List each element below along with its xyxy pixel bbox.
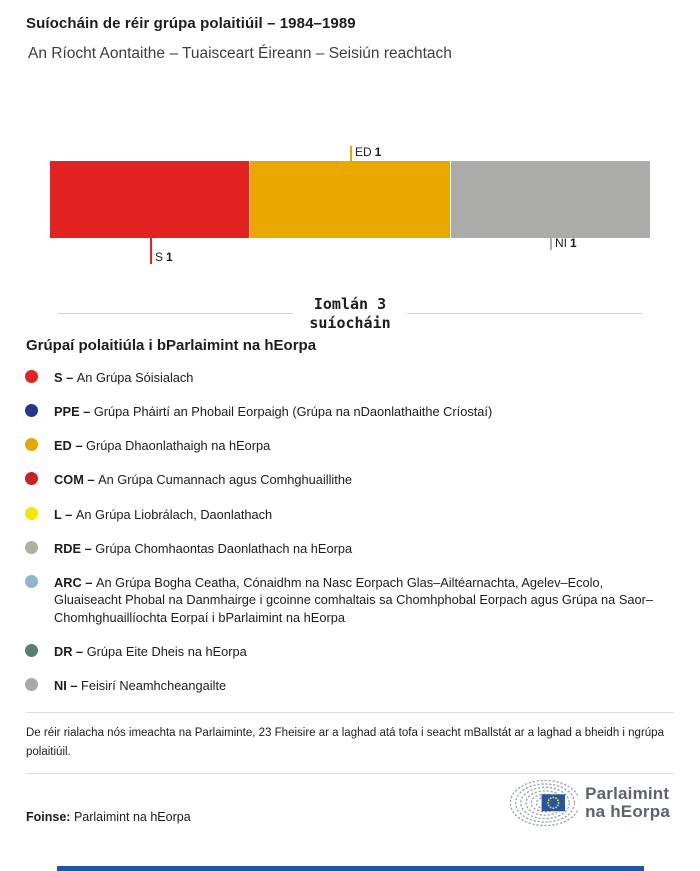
legend-dot-S: [25, 369, 38, 383]
legend-dot-L: [25, 506, 38, 520]
source-section: Foinse: Parlaimint na hEorpa: [26, 774, 674, 832]
callout-tick-ED: [350, 146, 352, 161]
legend-label-S: S – An Grúpa Sóisialach: [54, 369, 194, 385]
legend-heading: Grúpaí polaitiúla i bParlaimint na hEorp…: [26, 336, 317, 354]
total-divider-right: [406, 313, 642, 315]
legend-label-COM: COM – An Grúpa Cumannach agus Comhghuail…: [54, 472, 353, 488]
eu-stars: [547, 796, 560, 810]
european-parliament-logo: Parlaimint na hEorpa: [500, 777, 670, 829]
footnote: De réir rialacha nós imeachta na Parlaim…: [26, 727, 664, 758]
legend-item-COM: COM – An Grúpa Cumannach agus Comhghuail…: [25, 471, 674, 488]
source-line: Foinse: Parlaimint na hEorpa: [26, 810, 191, 824]
legend-item-NI: NI – Feisirí Neamhcheangailte: [25, 677, 674, 694]
legend-dot-PPE: [25, 403, 38, 417]
legend-dot-COM: [25, 472, 38, 486]
total-line2: suíocháin: [309, 313, 391, 332]
legend-label-ED: ED – Grúpa Dhaonlathaigh na hEorpa: [54, 438, 271, 454]
legend-item-S: S – An Grúpa Sóisialach: [25, 369, 674, 386]
bottom-accent-bar: [57, 866, 644, 871]
legend-label-NI: NI – Feisirí Neamhcheangailte: [54, 678, 227, 694]
hemicycle-icon: [509, 780, 579, 827]
source-label: Foinse:: [26, 810, 71, 825]
legend-label-ARC: ARC – An Grúpa Bogha Ceatha, Cónaidhm na…: [54, 575, 653, 625]
legend-dot-DR: [25, 643, 38, 657]
page-subtitle: An Ríocht Aontaithe – Tuaisceart Éireann…: [28, 45, 452, 62]
legend-dot-RDE: [25, 540, 38, 554]
legend-label-DR: DR – Grúpa Eite Dheis na hEorpa: [54, 643, 247, 659]
legend-item-PPE: PPE – Grúpa Pháirtí an Phobail Eorpaigh …: [25, 403, 674, 420]
callout-label-ED: ED 1: [355, 145, 382, 159]
total-seats-label: Iomlán 3 suíocháin: [309, 295, 390, 333]
legend-label-PPE: PPE – Grúpa Pháirtí an Phobail Eorpaigh …: [54, 403, 493, 419]
legend-list: S – An Grúpa Sóisialach PPE – Grúpa Pháir…: [25, 369, 674, 695]
chart-area: S 1 ED 1 NI 1: [0, 131, 700, 271]
legend-item-DR: DR – Grúpa Eite Dheis na hEorpa: [25, 643, 674, 660]
legend-item-RDE: RDE – Grúpa Chomhaontas Daonlathach na h…: [25, 540, 674, 557]
bar-segment-S[interactable]: [50, 161, 250, 238]
logo-line1: Parlaimint: [585, 783, 670, 803]
total-divider-left: [58, 313, 294, 315]
logo-wordmark: Parlaimint na hEorpa: [585, 783, 670, 822]
logo-line2: na hEorpa: [585, 802, 670, 822]
total-line1: Iomlán 3: [313, 295, 387, 313]
legend-label-RDE: RDE – Grúpa Chomhaontas Daonlathach na h…: [54, 540, 353, 556]
footnote-divider-bottom: [26, 773, 674, 775]
legend-item-ARC: ARC – An Grúpa Bogha Ceatha, Cónaidhm na…: [25, 574, 674, 626]
callout-tick-NI: [550, 238, 552, 250]
stacked-bar: [50, 161, 650, 238]
page-title: Suíocháin de réir grúpa polaitiúil – 198…: [26, 15, 356, 32]
eu-flag-icon: [541, 794, 566, 812]
footnote-divider-top: [26, 712, 674, 714]
callout-label-NI: NI 1: [555, 236, 577, 250]
legend-label-L: L – An Grúpa Liobrálach, Daonlathach: [54, 506, 273, 522]
callout-tick-S: [150, 238, 152, 264]
bar-segment-NI[interactable]: [450, 161, 650, 238]
legend-item-L: L – An Grúpa Liobrálach, Daonlathach: [25, 506, 674, 523]
bar-segment-ED[interactable]: [250, 161, 450, 238]
legend-item-ED: ED – Grúpa Dhaonlathaigh na hEorpa: [25, 437, 674, 454]
legend-dot-ARC: [25, 575, 38, 589]
legend-dot-ED: [25, 438, 38, 452]
legend-dot-NI: [25, 678, 38, 692]
total-row: Iomlán 3 suíocháin: [58, 295, 642, 333]
source-value: Parlaimint na hEorpa: [73, 810, 191, 825]
